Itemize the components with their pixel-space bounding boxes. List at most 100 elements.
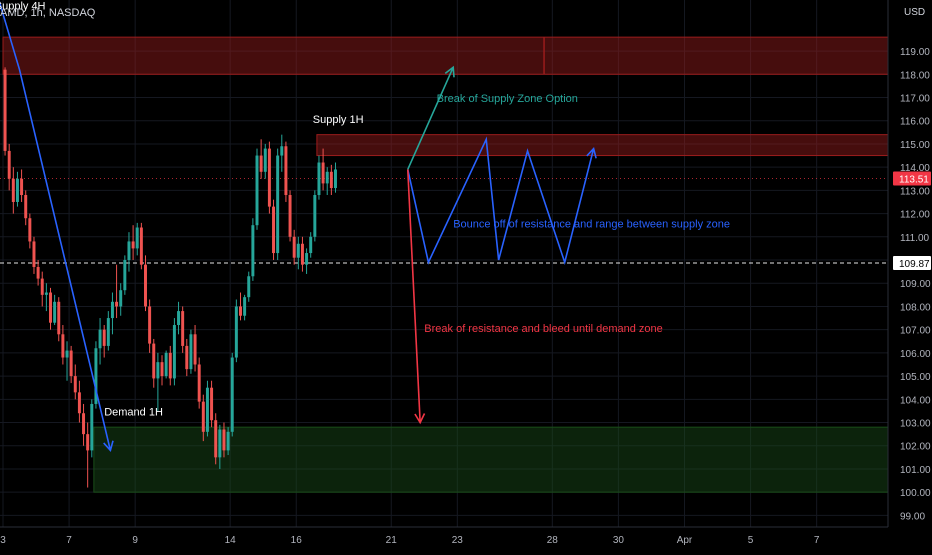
candle-body [3, 69, 7, 151]
candle [305, 248, 309, 274]
candle [222, 422, 226, 458]
candle-body [177, 311, 181, 326]
candle-body [11, 178, 15, 202]
candle [11, 167, 15, 214]
candle-body [53, 301, 57, 323]
y-tick-label: 102.00 [900, 442, 931, 453]
candle-body [172, 325, 176, 379]
candle [115, 264, 119, 319]
candle-body [32, 241, 36, 267]
price-tag-label: 113.51 [899, 175, 929, 186]
y-tick-label: 109.00 [900, 279, 931, 290]
annotation-label: Supply 4H [0, 0, 46, 12]
grid-layer [0, 0, 888, 527]
candle-body [20, 178, 24, 196]
candle-body [106, 318, 110, 346]
candle-body [226, 431, 230, 451]
candle-body [230, 357, 234, 432]
candle-body [259, 155, 263, 172]
candle [110, 292, 114, 335]
candle-body [160, 362, 164, 377]
candle-body [276, 155, 280, 254]
trendline [407, 67, 454, 170]
candle [131, 225, 135, 261]
candle-body [15, 178, 19, 202]
symbol-label: AMD, 1h, NASDAQ [0, 7, 96, 19]
candle [98, 318, 102, 365]
candle-body [263, 148, 267, 172]
candle [329, 164, 333, 196]
candle [276, 148, 280, 261]
y-tick-label: 106.00 [900, 349, 931, 360]
candle-body [325, 171, 329, 184]
candle [313, 190, 317, 242]
candle-body [94, 348, 98, 404]
y-tick-label: 115.00 [900, 140, 930, 151]
candle-body [181, 311, 185, 346]
price-axis[interactable]: 99.00 100.00 101.00 102.00 103.00 104.00 105.0… [887, 0, 932, 550]
candle [243, 294, 247, 321]
time-axis[interactable]: 3 7 9 14 16 21 23 28 30 Apr 5 7 [0, 526, 888, 546]
trendline-arrowhead [103, 440, 114, 453]
candle-body [98, 329, 102, 349]
candle [214, 413, 218, 465]
candle [239, 292, 242, 321]
y-tick-label: 112.00 [900, 210, 930, 221]
candle [156, 352, 160, 411]
candle [82, 403, 86, 446]
candle [267, 141, 271, 214]
annotation-layer: Supply 4H Supply 1H Demand 1H Break of Supp… [0, 0, 730, 418]
candle-body [296, 243, 300, 258]
trendline-arrowhead [414, 413, 426, 425]
candle [135, 222, 139, 256]
candle-body [280, 146, 284, 156]
candle-body [152, 343, 156, 379]
price-line-layer [0, 178, 888, 264]
candle-body [251, 225, 255, 277]
candle-body [222, 429, 226, 451]
candle-body [115, 301, 119, 307]
candle-body [197, 364, 201, 402]
x-tick-label: 23 [452, 535, 464, 546]
candle [317, 155, 321, 200]
candle [193, 325, 197, 372]
candle-body [185, 345, 189, 370]
candle-body [164, 352, 168, 377]
candle [148, 299, 152, 353]
y-tick-label: 114.00 [900, 163, 930, 174]
price-tag [893, 256, 931, 271]
x-tick-label: 14 [225, 535, 237, 546]
candle [218, 424, 222, 469]
candle [321, 148, 325, 191]
trendline [0, 0, 112, 451]
candle-body [168, 352, 172, 379]
y-tick-label: 116.00 [900, 117, 930, 128]
x-tick-label: Apr [677, 535, 693, 546]
candle-body [57, 301, 61, 335]
candle-body [284, 146, 288, 196]
candle [309, 232, 313, 258]
candle [300, 236, 304, 272]
candle-body [110, 301, 114, 319]
candle-body [36, 266, 40, 279]
candle-body [317, 162, 321, 196]
candle [152, 338, 156, 388]
candle-body [255, 155, 259, 226]
candle-body [123, 260, 127, 291]
trendline-arrowhead [586, 146, 597, 159]
candle [90, 399, 94, 458]
candle-body [292, 236, 296, 258]
candle [177, 301, 181, 335]
currency-label[interactable]: USD [904, 7, 925, 18]
candle [61, 325, 65, 365]
candle [189, 329, 193, 374]
candle [65, 341, 69, 381]
candle-body [243, 297, 247, 316]
y-tick-label: 107.00 [900, 326, 931, 337]
candle [24, 190, 28, 226]
candle [123, 255, 127, 295]
candle-body [193, 334, 197, 365]
candle-body [329, 171, 333, 189]
candle [144, 255, 147, 312]
